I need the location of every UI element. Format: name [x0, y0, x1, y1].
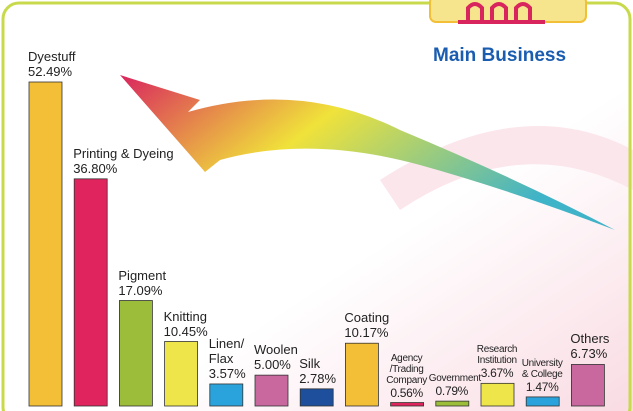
logo-icon	[430, 0, 586, 22]
value-label: 0.56%	[384, 386, 430, 400]
bar	[74, 179, 107, 406]
value-label: 2.78%	[299, 371, 336, 386]
category-label: Agency /Trading Company	[384, 353, 430, 386]
bar	[345, 343, 378, 406]
value-label: 10.17%	[344, 325, 389, 340]
bar	[255, 375, 288, 406]
category-label: Dyestuff	[28, 49, 75, 64]
value-label: 17.09%	[118, 283, 166, 298]
bar	[119, 301, 152, 406]
value-label: 1.47%	[519, 380, 565, 394]
chart-title: Main Business	[433, 45, 566, 67]
value-label: 3.67%	[474, 366, 520, 380]
value-label: 10.45%	[164, 324, 208, 339]
bar	[300, 389, 333, 406]
category-label: Pigment	[118, 268, 166, 283]
bar	[165, 341, 198, 406]
category-label: University & College	[519, 358, 565, 380]
value-label: 6.73%	[570, 346, 609, 361]
category-label: Research Institution	[474, 344, 520, 366]
bar	[210, 384, 243, 406]
category-label: Linen/ Flax	[209, 336, 253, 366]
bar	[29, 82, 62, 406]
value-label: 3.57%	[209, 366, 253, 381]
bar	[481, 383, 514, 406]
bar	[526, 397, 559, 406]
bar	[436, 401, 469, 406]
category-label: Knitting	[164, 309, 208, 324]
bar	[571, 364, 604, 406]
value-label: 36.80%	[73, 161, 173, 176]
bar	[391, 403, 424, 406]
category-label: Silk	[299, 356, 336, 371]
category-label: Coating	[344, 310, 389, 325]
value-label: 5.00%	[254, 357, 298, 372]
category-label: Government	[429, 373, 475, 384]
page: Main Business Dyestuff52.49% Printing & D…	[0, 0, 633, 411]
category-label: Printing & Dyeing	[73, 146, 173, 161]
category-label: Others	[570, 331, 609, 346]
value-label: 52.49%	[28, 64, 75, 79]
value-label: 0.79%	[429, 384, 475, 398]
category-label: Woolen	[254, 342, 298, 357]
